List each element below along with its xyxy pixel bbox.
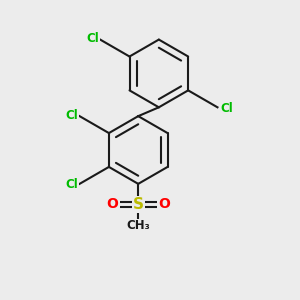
Text: Cl: Cl — [86, 32, 99, 45]
Text: O: O — [158, 197, 170, 212]
Text: O: O — [107, 197, 118, 212]
Text: S: S — [133, 197, 144, 212]
Text: Cl: Cl — [65, 109, 78, 122]
Text: Cl: Cl — [220, 102, 233, 115]
Text: CH₃: CH₃ — [126, 220, 150, 232]
Text: Cl: Cl — [65, 178, 78, 191]
